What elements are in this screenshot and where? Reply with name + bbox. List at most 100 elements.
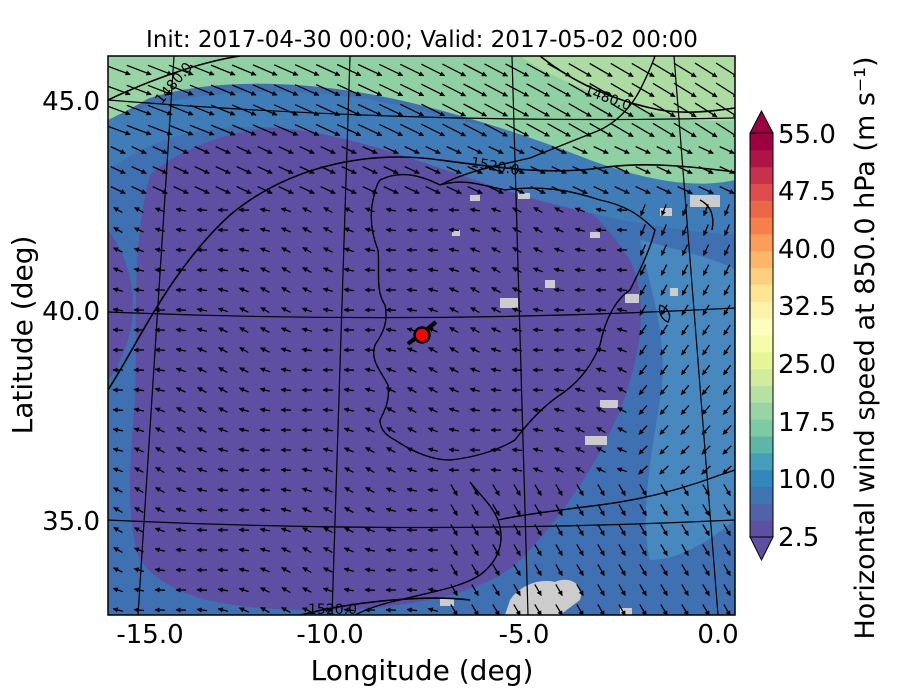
wind-arrow [534,604,542,615]
wind-arrow [492,584,500,597]
wind-arrow [189,124,215,136]
wind-arrow [702,604,710,615]
wind-arrow [155,447,165,453]
wind-arrow [471,524,479,537]
wind-arrow [616,467,628,473]
wind-arrow [442,103,467,117]
x-tick-label: 0.0 [697,620,738,650]
wind-arrow [176,446,186,454]
wind-arrow [595,207,607,213]
wind-arrow [379,123,404,137]
wind-arrow [576,504,584,517]
wind-arrow [294,84,320,96]
wind-arrow [722,445,732,455]
wind-arrow [511,367,523,373]
wind-arrow [597,564,605,577]
wind-arrow [471,504,479,517]
wind-arrow [450,604,458,615]
wind-arrow [450,544,458,557]
wind-arrow [616,347,627,353]
wind-arrow [301,507,312,513]
wind-arrow [280,527,291,533]
wind-arrow [722,405,732,415]
wind-arrow [280,227,291,233]
wind-arrow [281,266,291,274]
wind-arrow [385,367,396,373]
wind-arrow [260,587,270,593]
wind-arrow [491,307,501,313]
wind-arrow [320,186,336,194]
wind-arrow [551,166,567,174]
wind-arrow [231,124,257,136]
wind-arrow [301,367,313,373]
wind-arrow [147,84,173,96]
wind-arrow [532,327,544,333]
wind-arrow [126,104,152,116]
wind-arrow [322,327,334,333]
wind-arrow [702,524,710,537]
wind-arrow [492,564,500,577]
wind-arrow [238,287,249,293]
wind-arrow [639,564,647,577]
wind-arrow [406,287,418,293]
wind-arrow [134,486,144,494]
colorbar-segment [750,469,773,487]
wind-arrow [555,484,563,497]
wind-arrow [175,387,186,393]
wind-arrow [131,146,147,154]
wind-arrow [343,247,354,253]
wind-arrow [173,166,189,174]
wind-arrow [196,467,207,473]
africa-north-coast [497,469,735,521]
wind-arrow [175,307,187,313]
wind-arrow [383,186,399,194]
wind-arrow [680,405,690,415]
wind-arrow [677,146,693,154]
north-africa-coastline [354,481,502,615]
wind-arrow [210,124,236,136]
wind-arrow [575,466,585,474]
wind-arrow [610,102,634,118]
wind-arrow [681,264,689,276]
wind-arrow [294,64,320,76]
wind-arrow [154,527,165,533]
wind-arrow [194,166,210,174]
wind-arrow [610,82,634,98]
wind-arrow [723,524,731,537]
wind-arrow [341,146,357,154]
wind-arrow [147,64,173,76]
wind-arrow [639,284,647,296]
wind-arrow [364,207,375,213]
wind-arrow [534,564,542,577]
wind-arrow [469,427,481,433]
wind-arrow [386,447,396,453]
wind-arrow [173,186,189,194]
wind-arrow [134,467,144,473]
wind-arrow [252,84,278,96]
wind-arrow [660,264,668,276]
wind-arrow [344,527,354,533]
wind-arrow [218,387,228,393]
wind-arrow [238,607,249,613]
wind-arrow [259,367,270,373]
wind-arrow [446,186,462,194]
wind-arrow [379,63,404,77]
wind-arrow [281,607,291,613]
wind-arrow [427,247,439,253]
wind-arrow [343,287,355,293]
wind-arrow [593,146,609,154]
wind-arrow [488,186,504,194]
wind-arrow [406,507,418,513]
wind-arrow [631,62,655,78]
parallel-35 [108,519,735,529]
wind-arrow [112,587,123,593]
wind-arrow [490,207,501,213]
wind-arrow [260,287,270,293]
wind-arrow [534,484,542,497]
wind-arrow [343,407,355,413]
wind-arrow [568,63,592,77]
wind-arrow [617,367,627,373]
wind-arrow [217,247,229,253]
wind-arrow [385,527,397,533]
wind-arrow [660,324,668,336]
